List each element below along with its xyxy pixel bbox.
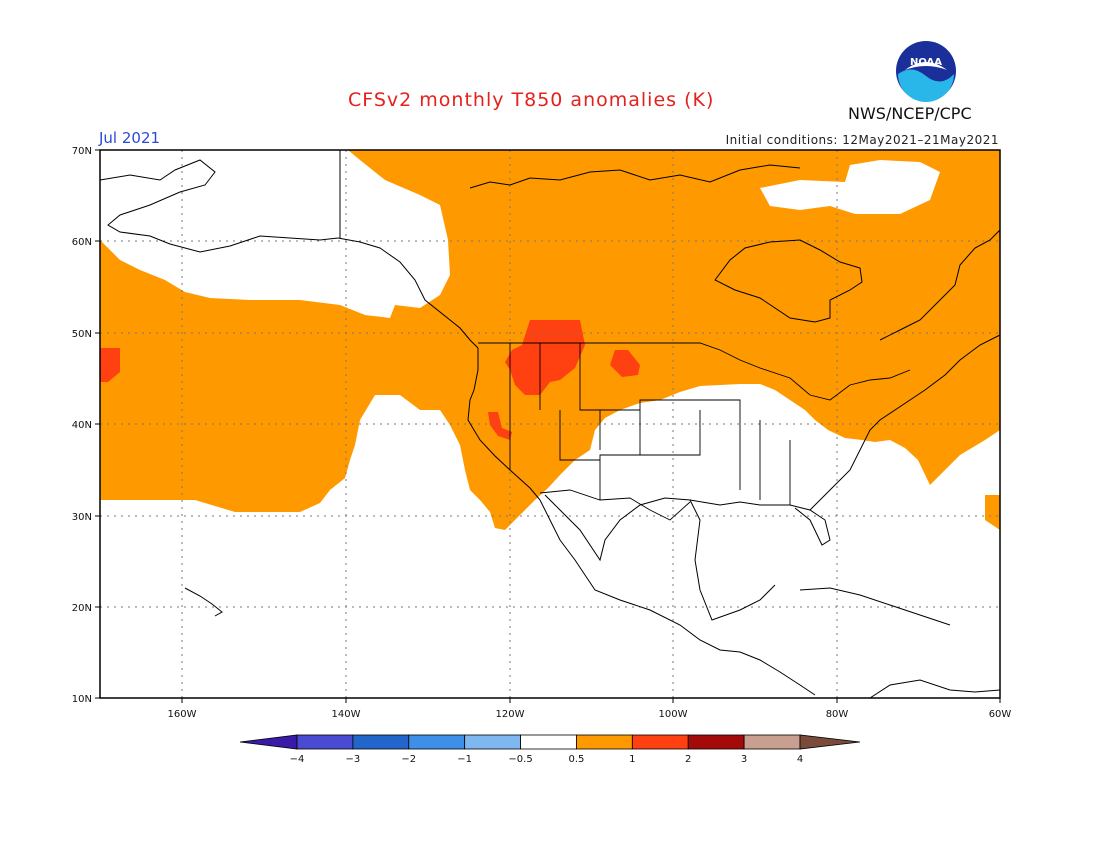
colorbar-label: −1 [457,754,472,765]
colorbar-swatch [576,734,633,750]
colorbar-swatch [296,734,354,750]
us-canada-border [478,342,911,401]
lon-label: 140W [332,709,361,720]
strong-anomaly-northwest [505,320,585,395]
colorbar-arrow-left [239,734,298,750]
graticule [100,150,1000,698]
warm-anomaly-layer [100,150,1000,530]
strong-anomaly-plains [610,350,640,377]
coastline-us-east [809,334,1001,511]
initial-conditions: Initial conditions: 12May2021–21May2021 [725,133,999,147]
forecast-month: Jul 2021 [99,129,161,147]
agency-label: NWS/NCEP/CPC [848,104,972,123]
coastline-hawaii [184,587,223,617]
colorbar-label: 3 [741,754,747,765]
lat-label: 60N [72,237,92,248]
colorbar: −4 −3 −2 −1 −0.5 0.5 1 2 3 4 [239,734,861,765]
coastline-labrador [879,229,1001,341]
colorbar-label: −3 [346,754,361,765]
colorbar-swatch [631,734,689,750]
lon-label: 100W [659,709,688,720]
colorbar-swatch [352,734,410,750]
coastline-arctic-islands [469,164,801,189]
lat-label: 30N [72,512,92,523]
colorbar-swatch [743,734,801,750]
coastline-south-america [869,679,1001,699]
lon-label: 60W [989,709,1012,720]
lon-label: 80W [826,709,849,720]
tick-marks [95,149,1001,703]
map-title: CFSv2 monthly T850 anomalies (K) [348,89,715,111]
colorbar-label: 1 [629,754,635,765]
warm-anomaly-atlantic [985,495,1000,530]
coastline-us-west [467,348,541,501]
colorbar-label: 0.5 [568,754,584,765]
colorbar-label: −2 [401,754,416,765]
lat-label: 70N [72,146,92,157]
strong-anomaly-california [488,412,512,440]
us-mexico-border [539,489,691,521]
coastline-hudson-bay [714,239,863,323]
strong-anomaly-pacific [100,348,120,382]
coastline-alaska [99,159,339,253]
latitude-labels: 70N 60N 50N 40N 30N 20N 10N [72,146,92,705]
longitude-labels: 160W 140W 120W 100W 80W 60W [168,709,1012,720]
lon-label: 120W [496,709,525,720]
lat-label: 10N [72,694,92,705]
colorbar-label: 2 [685,754,691,765]
noaa-logo: NOAA [896,41,956,102]
colorbar-swatch [687,734,745,750]
lat-label: 20N [72,603,92,614]
colorbar-arrow-right [799,734,861,750]
political-borders [478,342,911,521]
lon-label: 160W [168,709,197,720]
colorbar-swatch [464,734,521,750]
colorbar-label: 4 [797,754,803,765]
noaa-logo-text: NOAA [910,57,942,68]
lat-label: 40N [72,420,92,431]
colorbar-swatch [520,734,577,750]
coastline-west-canada [337,237,479,349]
coastline-baja [539,499,816,696]
coastlines [99,150,1001,699]
colorbar-label: −0.5 [508,754,532,765]
coastline-us-south [689,499,831,546]
colorbar-swatch [408,734,466,750]
coastline-caribbean [799,587,951,626]
coastline-gulf [544,494,776,621]
colorbar-label: −4 [290,754,305,765]
lat-label: 50N [72,329,92,340]
state-lines [509,343,791,505]
